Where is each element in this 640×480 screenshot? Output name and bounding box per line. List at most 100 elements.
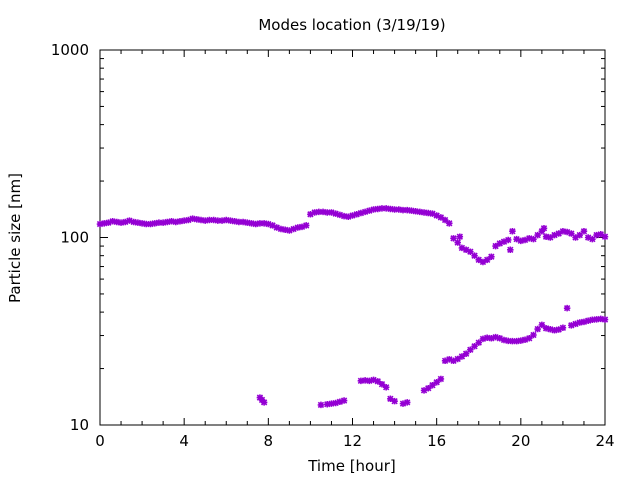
data-point xyxy=(542,233,550,240)
data-point xyxy=(500,336,508,344)
data-point xyxy=(206,216,213,224)
data-point xyxy=(155,219,163,226)
data-point xyxy=(172,218,179,226)
y-axis-label: Particle size [nm] xyxy=(6,173,24,303)
data-point xyxy=(126,217,133,224)
data-point xyxy=(113,218,121,226)
data-point xyxy=(370,206,377,213)
data-point xyxy=(517,237,525,245)
data-point xyxy=(433,212,440,219)
data-point xyxy=(563,304,571,312)
data-point xyxy=(256,220,264,227)
data-point xyxy=(471,343,478,350)
data-point xyxy=(189,215,196,222)
data-point xyxy=(96,220,104,228)
data-point xyxy=(420,387,428,394)
data-point xyxy=(408,207,415,214)
data-point xyxy=(446,220,453,227)
data-point xyxy=(214,217,222,224)
x-tick-label: 12 xyxy=(343,432,362,450)
data-point xyxy=(223,216,230,224)
data-point xyxy=(479,258,487,266)
data-point xyxy=(534,231,541,239)
data-point xyxy=(597,231,605,238)
data-point xyxy=(281,226,289,233)
y-tick-label: 10 xyxy=(70,416,89,434)
data-point xyxy=(488,253,495,260)
data-point xyxy=(496,335,504,342)
data-point xyxy=(458,244,466,252)
data-point xyxy=(534,325,541,333)
data-point xyxy=(589,235,596,243)
data-point xyxy=(526,335,533,342)
data-point xyxy=(100,220,108,227)
data-point xyxy=(500,238,508,245)
data-point xyxy=(488,335,495,342)
chart-title: Modes location (3/19/19) xyxy=(258,16,445,34)
data-point xyxy=(420,209,428,216)
data-point xyxy=(584,234,592,241)
data-point xyxy=(580,227,588,235)
data-point xyxy=(568,230,575,237)
data-point xyxy=(387,205,394,213)
data-point xyxy=(277,225,285,233)
data-point xyxy=(593,231,600,239)
data-point xyxy=(273,224,280,231)
data-point xyxy=(294,224,302,231)
data-point xyxy=(475,256,482,264)
data-point xyxy=(555,230,562,237)
series-2 xyxy=(256,304,609,409)
data-point xyxy=(446,356,453,363)
data-point xyxy=(239,218,247,226)
data-point xyxy=(244,219,251,226)
data-point xyxy=(143,220,150,228)
data-point xyxy=(429,381,436,389)
data-point xyxy=(138,220,146,227)
data-point xyxy=(361,377,369,384)
data-point xyxy=(403,206,411,214)
data-point xyxy=(462,350,470,357)
data-point xyxy=(496,240,504,247)
data-point xyxy=(235,218,243,226)
data-point xyxy=(568,322,575,329)
data-points xyxy=(96,205,609,409)
data-point xyxy=(319,208,327,216)
data-point xyxy=(450,357,457,365)
data-point xyxy=(551,231,558,239)
data-point xyxy=(328,400,335,407)
data-point xyxy=(210,216,217,224)
data-point xyxy=(366,207,373,214)
data-point xyxy=(471,252,478,259)
data-point xyxy=(576,231,583,239)
x-axis-ticks: 0 4 8 12 16 20 24 xyxy=(95,50,615,450)
data-point xyxy=(483,256,491,264)
data-point xyxy=(601,316,609,323)
x-tick-label: 16 xyxy=(427,432,446,450)
data-point xyxy=(563,228,571,236)
data-point xyxy=(521,336,529,343)
data-point xyxy=(456,233,464,240)
data-point xyxy=(176,218,184,225)
data-point xyxy=(395,206,403,213)
data-point xyxy=(504,236,512,244)
data-point xyxy=(353,211,360,218)
data-point xyxy=(159,219,167,226)
data-point xyxy=(437,375,445,383)
data-point xyxy=(479,335,487,343)
data-point xyxy=(298,223,306,231)
y-tick-label: 100 xyxy=(60,229,89,247)
data-point xyxy=(458,353,466,360)
data-point xyxy=(580,318,588,326)
data-point xyxy=(589,316,596,324)
data-point xyxy=(416,208,424,216)
data-point xyxy=(260,220,268,227)
data-point xyxy=(374,378,381,385)
data-point xyxy=(542,325,550,332)
data-point xyxy=(530,331,537,339)
data-point xyxy=(345,213,352,221)
data-point xyxy=(391,206,398,213)
data-point xyxy=(302,222,310,229)
data-point xyxy=(454,239,461,246)
data-point xyxy=(269,222,276,229)
data-point xyxy=(336,211,344,219)
